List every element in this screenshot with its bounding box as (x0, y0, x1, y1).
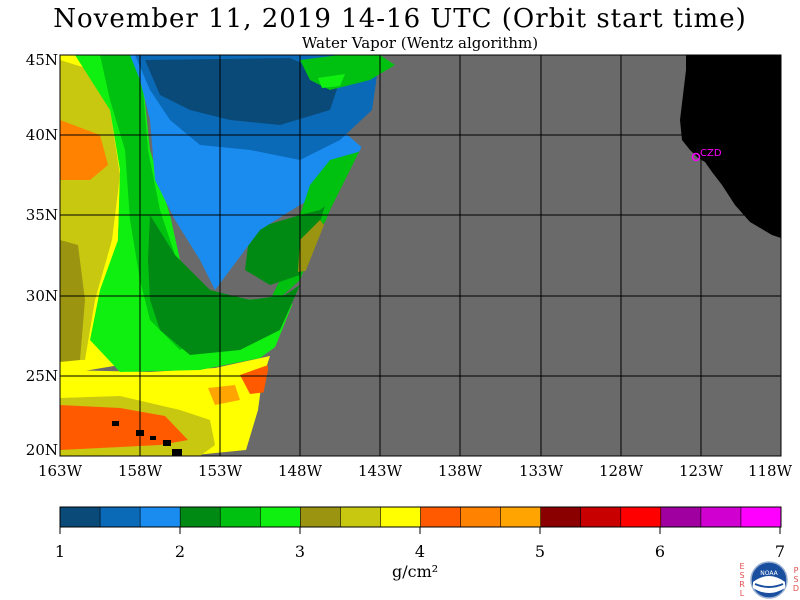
lon-label-158w: 158W (117, 462, 163, 480)
colorbar-swatch (140, 507, 181, 527)
lat-label-35n: 35N (25, 206, 58, 224)
colorbar-swatch (180, 507, 221, 527)
lat-label-45n: 45N (25, 51, 58, 69)
grid-lines (60, 55, 781, 456)
land-california (680, 55, 781, 238)
colorbar-ticks (59, 527, 781, 534)
colorbar-swatch (580, 507, 622, 527)
logo-letter-e: E (739, 562, 745, 571)
lon-label-153w: 153W (197, 462, 243, 480)
lon-label-133w: 133W (518, 462, 564, 480)
colorbar-swatch (260, 507, 301, 527)
logo-letter-p: P (793, 566, 799, 575)
colorbar-swatch (340, 507, 381, 527)
colorbar-tick-4: 4 (414, 542, 426, 561)
colorbar-swatch (220, 507, 261, 527)
logo-letter-s2: S (793, 575, 799, 584)
lat-label-25n: 25N (25, 367, 58, 385)
colorbar-swatch (660, 507, 702, 527)
lat-label-20n: 20N (25, 441, 58, 459)
logo-letter-l: L (739, 589, 745, 598)
logo-letter-r: R (739, 580, 745, 589)
noaa-logo: E S R L NOAA P S D (734, 560, 800, 600)
colorbar-swatch (460, 507, 502, 527)
lon-label-128w: 128W (598, 462, 644, 480)
colorbar-swatch (540, 507, 582, 527)
lat-label-30n: 30N (25, 287, 58, 305)
logo-letter-s: S (739, 571, 745, 580)
lon-label-118w: 118W (747, 462, 793, 480)
colorbar-tick-2: 2 (174, 542, 186, 561)
station-marker (691, 152, 701, 162)
lon-label-163w: 163W (37, 462, 83, 480)
colorbar-swatches (60, 507, 782, 527)
noaa-emblem-text: NOAA (760, 570, 778, 577)
noaa-emblem-icon: NOAA (750, 561, 788, 599)
no-data-region (258, 55, 781, 456)
colorbar-units: g/cm² (392, 562, 439, 581)
colorbar-swatch (380, 507, 421, 527)
colorbar-tick-3: 3 (294, 542, 306, 561)
map-subtitle: Water Vapor (Wentz algorithm) (301, 34, 539, 52)
colorbar-swatch (620, 507, 662, 527)
lon-label-143w: 143W (357, 462, 403, 480)
map-title: November 11, 2019 14-16 UTC (Orbit start… (53, 4, 747, 34)
lat-label-40n: 40N (25, 126, 58, 144)
colorbar-tick-7: 7 (774, 542, 786, 561)
logo-letter-d: D (792, 584, 800, 593)
lon-label-148w: 148W (277, 462, 323, 480)
colorbar-swatch (500, 507, 542, 527)
map-frame (59, 54, 782, 457)
lon-label-138w: 138W (437, 462, 483, 480)
colorbar-swatch (700, 507, 742, 527)
station-label: CZD (700, 148, 722, 159)
lon-label-123w: 123W (678, 462, 724, 480)
colorbar-swatch (740, 507, 782, 527)
colorbar-tick-5: 5 (534, 542, 546, 561)
colorbar-swatch (60, 507, 101, 527)
colorbar-swatch (300, 507, 341, 527)
colorbar-tick-1: 1 (54, 542, 66, 561)
colorbar-tick-6: 6 (654, 542, 666, 561)
colorbar-swatch (100, 507, 141, 527)
colorbar-swatch (420, 507, 462, 527)
